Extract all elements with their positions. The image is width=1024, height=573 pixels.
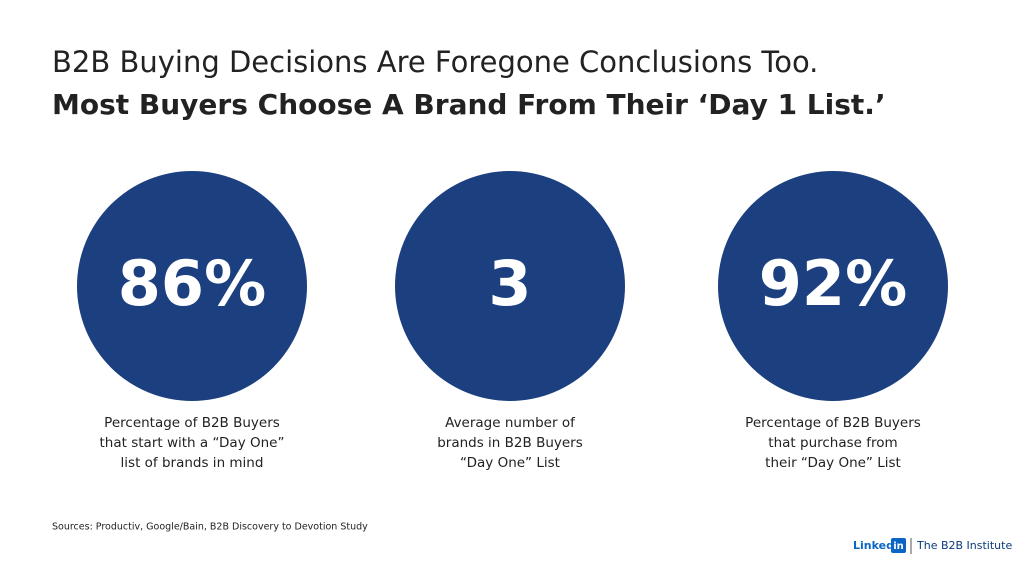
title-line-1: B2B Buying Decisions Are Foregone Conclu… <box>52 45 818 79</box>
logo-word: Linked <box>853 539 894 552</box>
stat-value: 3 <box>488 247 531 320</box>
title-line-2: Most Buyers Choose A Brand From Their ‘D… <box>52 88 886 121</box>
stat-caption: Average number of <box>445 415 576 431</box>
stat-caption: “Day One” List <box>460 455 560 471</box>
stat-value: 86% <box>118 247 266 320</box>
stat-circle <box>395 171 625 401</box>
stat-caption: Percentage of B2B Buyers <box>104 415 280 431</box>
logo-box-text: in <box>893 541 904 552</box>
org-name: The B2B Institute <box>916 539 1012 552</box>
stat-circle <box>77 171 307 401</box>
stat-caption: their “Day One” List <box>765 455 901 471</box>
stat-caption: brands in B2B Buyers <box>437 435 583 451</box>
stat-circle <box>718 171 948 401</box>
stat-caption: list of brands in mind <box>121 455 264 471</box>
stat-caption: Percentage of B2B Buyers <box>745 415 921 431</box>
stat-caption: that purchase from <box>768 435 897 451</box>
sources: Sources: Productiv, Google/Bain, B2B Dis… <box>52 522 368 533</box>
logo-box <box>891 538 906 553</box>
stat-value: 92% <box>759 247 907 320</box>
stat-caption: that start with a “Day One” <box>100 435 285 451</box>
